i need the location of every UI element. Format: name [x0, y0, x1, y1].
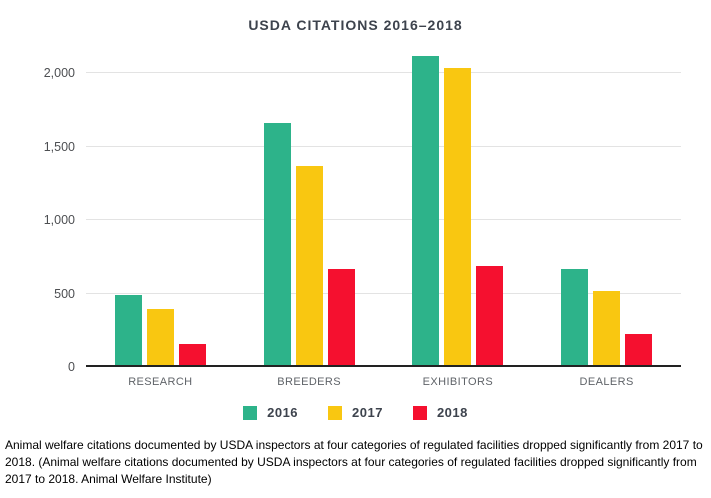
bar-group	[412, 47, 504, 367]
caption: Animal welfare citations documented by U…	[5, 438, 703, 487]
x-axis-labels: RESEARCH BREEDERS EXHIBITORS DEALERS	[86, 376, 681, 388]
bar-2017-research	[146, 309, 174, 367]
y-tick-label: 500	[54, 286, 75, 301]
legend-label: 2017	[352, 405, 383, 420]
x-axis-baseline	[86, 365, 681, 367]
category-label: EXHIBITORS	[422, 376, 494, 388]
bar-2018-breeders	[327, 268, 355, 367]
legend-item: 2018	[412, 405, 468, 420]
gridline	[86, 145, 681, 147]
bar-2016-exhibitors	[412, 55, 440, 367]
bar-2017-dealers	[593, 291, 621, 367]
legend-swatch	[243, 405, 258, 420]
bar-2017-exhibitors	[444, 67, 472, 367]
legend-swatch	[412, 405, 427, 420]
chart-title: USDA CITATIONS 2016–2018	[248, 17, 463, 33]
bar-2018-research	[178, 344, 206, 367]
gridline	[86, 72, 681, 74]
gridline	[86, 292, 681, 294]
bar-2016-research	[114, 295, 142, 367]
y-tick-label: 1,500	[43, 139, 75, 154]
legend: 2016 2017 2018	[0, 405, 711, 420]
gridline	[86, 219, 681, 221]
legend-label: 2016	[267, 405, 299, 420]
legend-swatch	[328, 405, 343, 420]
bar-2017-breeders	[295, 165, 323, 367]
bar-group	[561, 47, 653, 367]
category-label: BREEDERS	[277, 376, 341, 388]
bar-2016-breeders	[263, 122, 291, 367]
legend-item: 2017	[328, 405, 383, 420]
y-tick-label: 1,000	[43, 213, 75, 228]
bar-group	[263, 47, 355, 367]
bar-2018-exhibitors	[476, 266, 504, 367]
bar-group	[114, 47, 206, 367]
bar-2016-dealers	[561, 268, 589, 367]
y-tick-label: 0	[68, 360, 75, 374]
bar-2018-dealers	[625, 333, 653, 367]
plot-area: 0 500 1,000 1,500 2,000	[44, 47, 681, 374]
legend-item: 2016	[243, 405, 298, 420]
category-label: DEALERS	[579, 376, 634, 388]
legend-label: 2018	[436, 405, 468, 420]
bar-groups	[86, 47, 681, 367]
y-tick-label: 2,000	[43, 66, 75, 81]
category-label: RESEARCH	[128, 376, 193, 388]
